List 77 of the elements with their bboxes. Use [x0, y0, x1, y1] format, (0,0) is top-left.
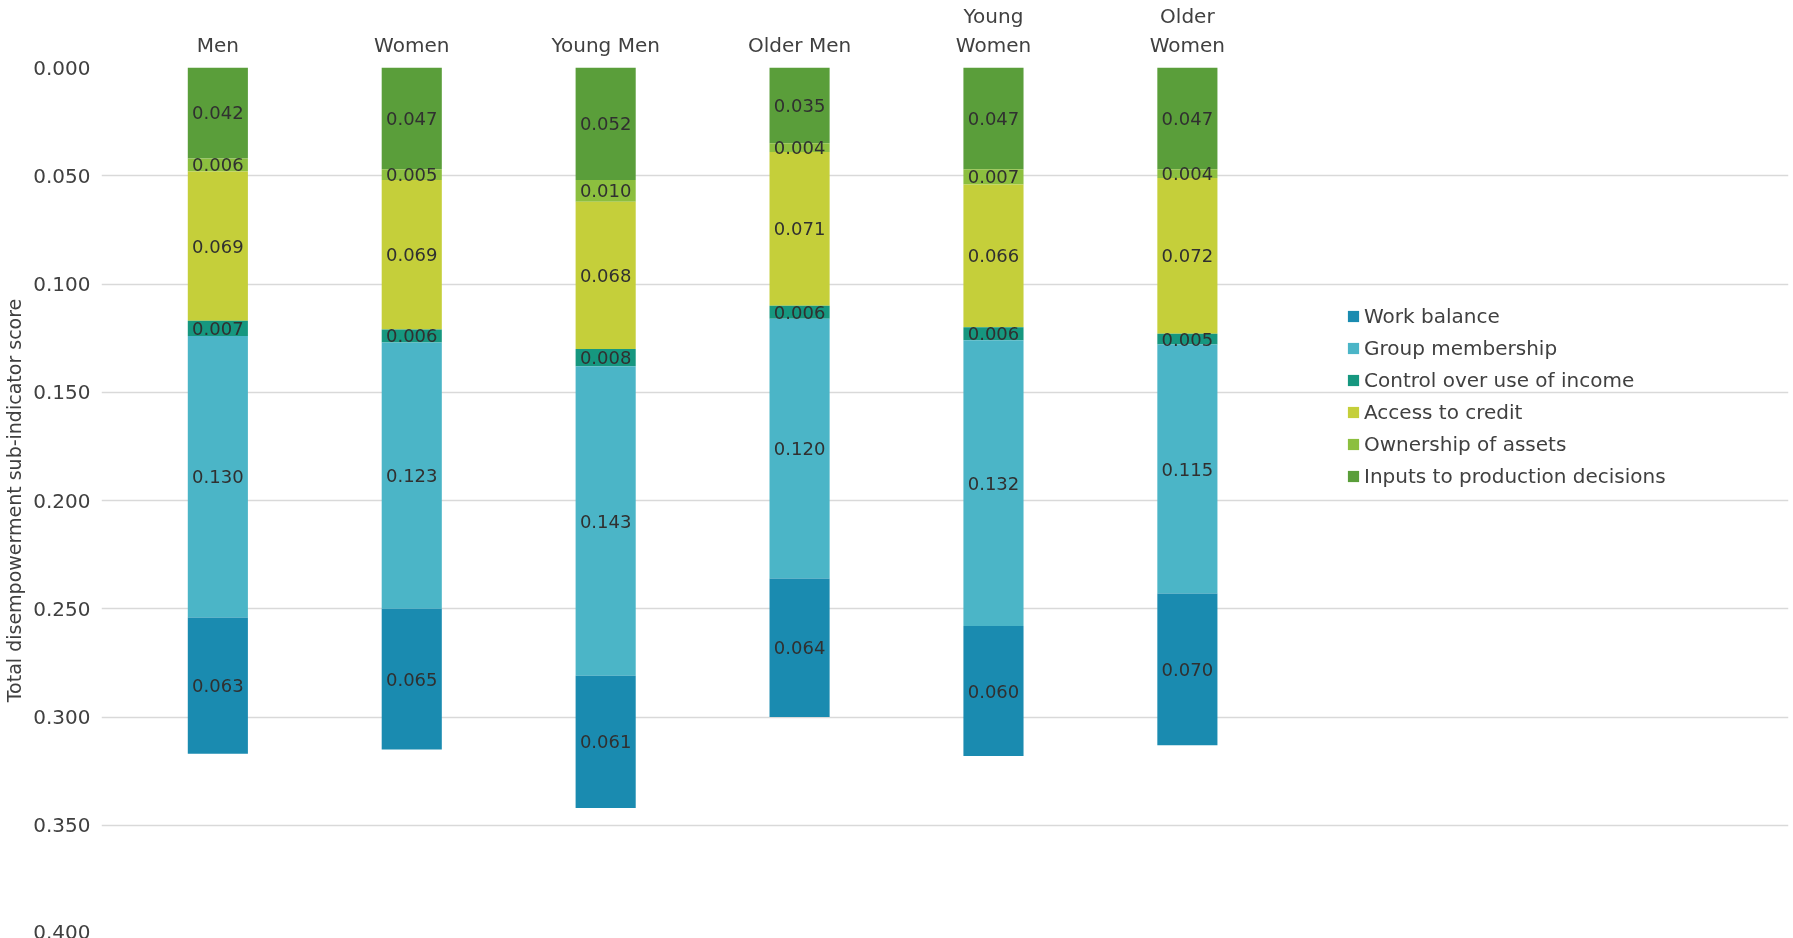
bar [1157, 344, 1218, 594]
y-axis-title: Total disempowerment sub-indicator score [3, 298, 26, 704]
data-label: 0.047 [1161, 107, 1214, 129]
data-label: 0.143 [579, 510, 632, 532]
data-label: 0.035 [773, 94, 826, 116]
data-label: 0.004 [1161, 163, 1214, 185]
data-label: 0.123 [385, 465, 438, 487]
bar [769, 318, 830, 579]
bar [575, 675, 636, 808]
data-label: 0.066 [967, 245, 1020, 267]
x-tick-label: Men [196, 32, 239, 57]
bar [187, 335, 248, 618]
x-tick-label: Older Women [1149, 3, 1226, 57]
data-label: 0.004 [773, 137, 826, 159]
x-tick-label: Young Women [955, 3, 1032, 57]
data-label: 0.130 [192, 466, 244, 488]
data-label: 0.115 [1161, 458, 1214, 480]
data-label: 0.070 [1161, 658, 1214, 680]
data-label: 0.068 [579, 264, 632, 286]
bar [963, 340, 1024, 627]
y-tick-label: 0.350 [33, 813, 91, 838]
y-tick-label: 0.150 [33, 380, 91, 405]
x-tick-label: Young Men [550, 32, 660, 57]
data-label: 0.132 [967, 472, 1020, 494]
bar [575, 366, 636, 676]
data-label: 0.063 [192, 675, 244, 697]
y-tick-label: 0.300 [33, 705, 91, 729]
legend-label: Access to credit [1364, 400, 1523, 424]
data-label: 0.052 [579, 113, 632, 135]
data-label: 0.069 [192, 235, 244, 257]
bar [187, 617, 248, 754]
data-label: 0.008 [579, 347, 632, 369]
y-tick-label: 0.400 [33, 919, 91, 938]
y-tick-label: 0.100 [33, 272, 91, 296]
data-label: 0.042 [192, 102, 244, 124]
bar [769, 578, 830, 717]
data-label: 0.069 [385, 244, 438, 266]
bar [381, 608, 442, 750]
bar [575, 67, 636, 181]
data-label: 0.006 [192, 154, 244, 176]
y-tick-label: 0.200 [33, 488, 91, 513]
data-label: 0.047 [967, 107, 1020, 129]
y-tick-label: 0.050 [33, 163, 91, 188]
data-label: 0.010 [579, 180, 632, 202]
data-label: 0.006 [385, 325, 438, 347]
x-tick-label: Older Men [748, 32, 852, 57]
data-label: 0.006 [967, 323, 1020, 345]
data-label: 0.005 [385, 164, 438, 186]
legend-label: Ownership of assets [1364, 432, 1567, 456]
bar [187, 67, 248, 159]
data-label: 0.065 [385, 668, 438, 690]
bar [187, 171, 248, 321]
bar [963, 184, 1024, 328]
legend-label: Group membership [1364, 336, 1558, 360]
x-tick-label: Women [374, 32, 450, 57]
data-label: 0.061 [579, 731, 632, 753]
data-label: 0.006 [773, 301, 826, 323]
bar [963, 626, 1024, 756]
data-label: 0.007 [967, 166, 1020, 188]
data-label: 0.064 [773, 637, 826, 659]
legend-label: Control over use of income [1364, 368, 1635, 392]
bar [381, 342, 442, 609]
y-tick-label: 0.000 [33, 55, 91, 80]
bar [1157, 593, 1218, 746]
bar [963, 67, 1024, 170]
data-label: 0.060 [967, 680, 1020, 702]
bar [381, 67, 442, 170]
data-label: 0.071 [773, 218, 826, 240]
data-label: 0.072 [1161, 245, 1214, 267]
legend-label: Work balance [1364, 304, 1500, 328]
bar [575, 201, 636, 349]
data-label: 0.120 [773, 438, 826, 460]
data-label: 0.007 [192, 317, 244, 339]
legend-label: Inputs to production decisions [1364, 464, 1666, 488]
y-tick-label: 0.250 [33, 596, 91, 621]
bar [381, 180, 442, 330]
data-label: 0.047 [385, 107, 438, 129]
